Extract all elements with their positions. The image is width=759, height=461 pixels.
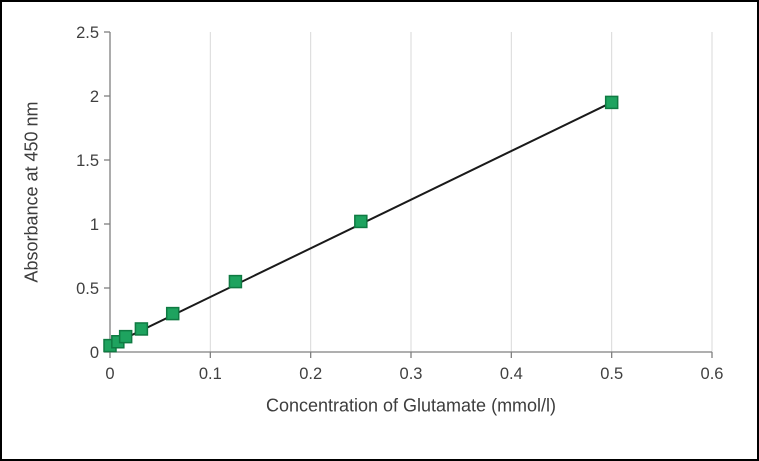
y-tick-label: 2 [90, 88, 99, 106]
data-point-marker [165, 306, 180, 321]
x-tick-label: 0.5 [600, 365, 623, 383]
y-axis-title: Absorbance at 450 nm [21, 101, 42, 283]
data-point-marker [354, 214, 368, 229]
y-tick-label: 1.5 [76, 152, 99, 170]
x-tick-label: 0.3 [400, 365, 423, 383]
x-axis-title: Concentration of Glutamate (mmol/l) [265, 395, 557, 416]
x-tick-label: 0.6 [701, 365, 724, 383]
data-point-marker [228, 274, 243, 289]
data-point-marker [604, 95, 619, 110]
x-tick-label: 0.2 [299, 365, 322, 383]
data-point-marker [134, 322, 149, 336]
x-tick-label: 0 [105, 365, 114, 383]
data-point-marker [118, 329, 133, 344]
y-tick-label: 1 [90, 216, 99, 234]
y-tick-label: 2.5 [76, 24, 99, 42]
y-tick-label: 0.5 [76, 280, 99, 298]
y-tick-label: 0 [90, 344, 99, 362]
x-tick-label: 0.4 [500, 365, 523, 383]
x-tick-label: 0.1 [199, 365, 222, 383]
